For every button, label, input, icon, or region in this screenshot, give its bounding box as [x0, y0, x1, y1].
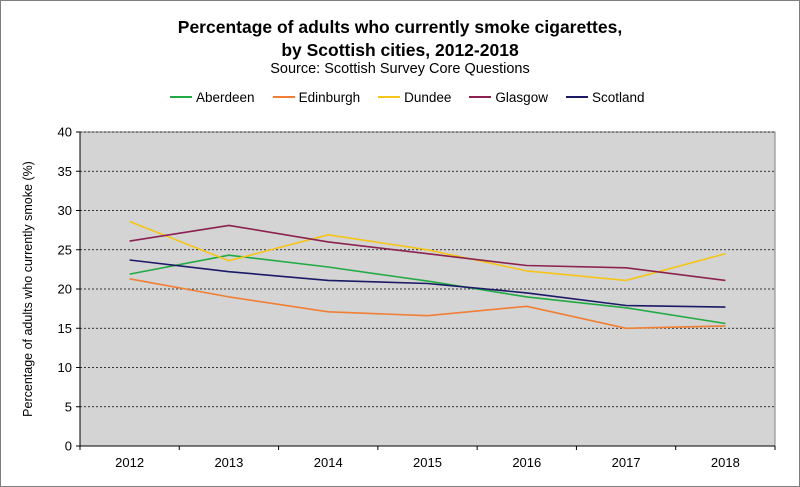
- legend-swatch: [378, 96, 401, 98]
- plot-area: [79, 131, 776, 447]
- chart-subtitle: Source: Scottish Survey Core Questions: [270, 61, 530, 77]
- y-tick-label: 30: [58, 203, 72, 218]
- x-tick-label: 2015: [413, 455, 442, 470]
- legend-item-glasgow: Glasgow: [469, 90, 548, 105]
- legend-item-aberdeen: Aberdeen: [170, 90, 255, 105]
- series-line-dundee: [129, 220, 726, 282]
- series-line-glasgow: [129, 224, 726, 282]
- y-tick-label: 10: [58, 360, 72, 375]
- legend-label: Aberdeen: [196, 89, 255, 105]
- chart-title-line2: by Scottish cities, 2012-2018: [281, 40, 519, 60]
- legend-item-scotland: Scotland: [565, 89, 645, 105]
- legend-swatch: [170, 96, 192, 98]
- legend-swatch: [469, 96, 492, 98]
- y-tick-label: 5: [65, 399, 72, 414]
- legend-item-dundee: Dundee: [378, 90, 451, 105]
- y-tick-label: 0: [65, 439, 72, 454]
- x-tick-label: 2012: [115, 455, 144, 470]
- chart-legend: Aberdeen Edinburgh Dundee Glasgow Scotland: [170, 88, 663, 106]
- legend-swatch: [565, 96, 588, 98]
- x-tick-label: 2014: [314, 455, 343, 470]
- legend-label: Glasgow: [495, 89, 548, 105]
- y-axis-title: Percentage of adults who currently smoke…: [21, 161, 35, 417]
- legend-label: Scotland: [591, 89, 645, 105]
- y-tick-label: 15: [58, 321, 72, 336]
- series-line-edinburgh: [129, 278, 726, 330]
- chart-title-line1: Percentage of adults who currently smoke…: [177, 17, 623, 37]
- legend-label: Edinburgh: [298, 89, 361, 105]
- chart-title: Percentage of adults who currently smoke…: [0, 16, 800, 62]
- legend-swatch: [272, 96, 295, 98]
- legend-label: Dundee: [404, 89, 452, 105]
- y-tick-label: 35: [58, 164, 72, 179]
- y-tick-label: 20: [58, 282, 72, 297]
- x-tick-label: 2017: [612, 455, 641, 470]
- x-tick-label: 2016: [512, 455, 541, 470]
- y-tick-label: 25: [58, 242, 72, 257]
- x-tick-label: 2013: [214, 455, 243, 470]
- legend-item-edinburgh: Edinburgh: [272, 89, 361, 105]
- x-tick-label: 2018: [711, 455, 740, 470]
- y-tick-label: 40: [58, 125, 72, 140]
- series-line-scotland: [129, 259, 726, 308]
- series-line-aberdeen: [129, 254, 726, 325]
